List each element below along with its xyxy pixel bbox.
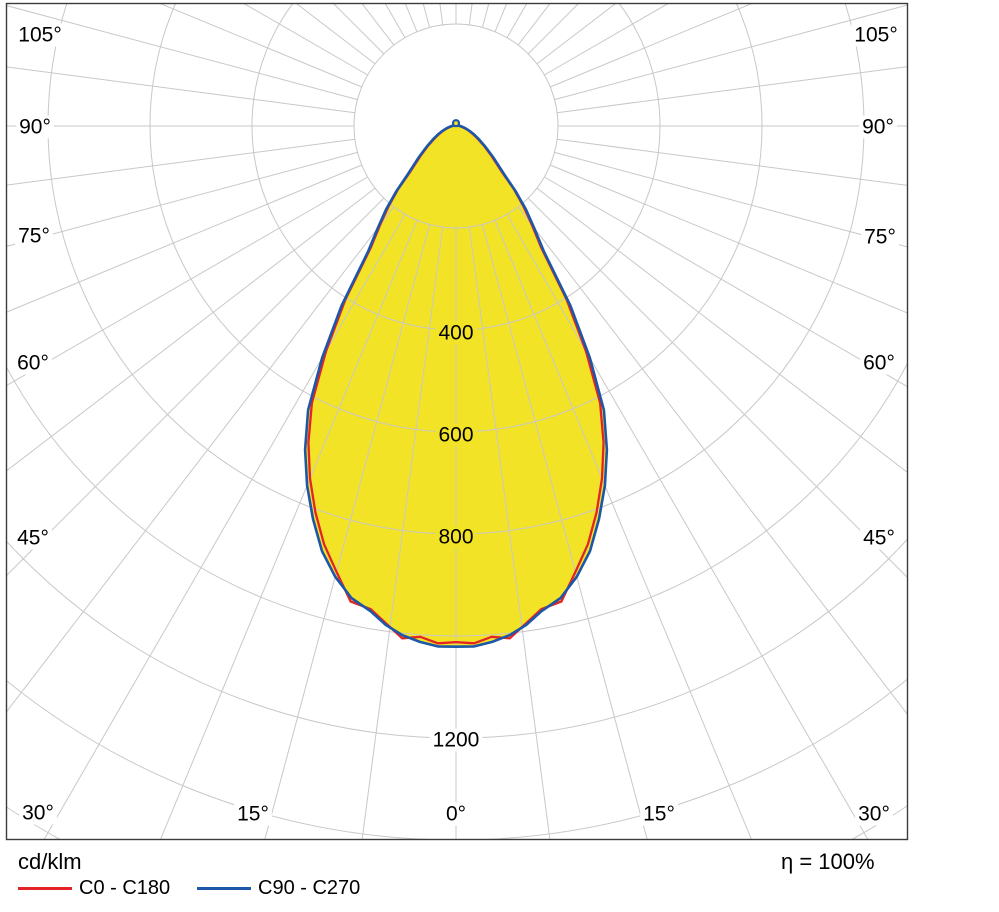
ring-tick-label: 400 <box>438 322 473 345</box>
grid-radial <box>6 151 358 247</box>
grid-radial <box>159 220 418 840</box>
grid-radial <box>517 206 908 716</box>
grid-radial <box>506 3 528 38</box>
angle-tick-label-bg <box>15 23 65 47</box>
grid-radial <box>554 151 908 248</box>
grid-radial <box>468 227 551 840</box>
angle-tick-label-bg <box>14 351 52 375</box>
angle-tick-label: 15° <box>643 803 675 826</box>
angle-tick-label-bg <box>851 23 901 47</box>
angle-tick-label-bg <box>14 526 52 550</box>
grid-radial <box>6 138 355 186</box>
grid-radial <box>6 187 376 472</box>
grid-radial <box>550 3 754 88</box>
legend-swatch-c0-line <box>18 886 72 890</box>
efficiency-label: η = 100% <box>781 849 875 874</box>
ring-tick-label: 800 <box>438 526 473 549</box>
grid-radial <box>557 138 908 186</box>
ring-tick-label: 600 <box>438 424 473 447</box>
angle-tick-label: 45° <box>17 527 49 550</box>
angle-tick-label: 30° <box>858 803 890 826</box>
angle-tick-label: 45° <box>863 527 895 550</box>
grid-radial <box>557 66 908 114</box>
angle-tick-label: 75° <box>864 226 896 249</box>
angle-tick-label: 90° <box>862 116 894 139</box>
angle-tick-label-bg <box>442 802 470 826</box>
ring-tick-label-bg <box>435 321 477 345</box>
grid-radial <box>264 224 431 840</box>
chart-frame <box>5 2 909 841</box>
angle-tick-label: 105° <box>18 24 61 47</box>
angle-tick-label-bg <box>860 526 898 550</box>
angle-tick-label-bg <box>640 802 678 826</box>
angle-tick-label-bg <box>855 802 893 826</box>
angle-tick-label-bg <box>16 115 54 139</box>
grid-radial <box>6 176 368 387</box>
legend-item-c0: C0 - C180 <box>18 877 170 899</box>
grid-radial <box>6 66 355 114</box>
angle-tick-label: 15° <box>237 803 269 826</box>
curve-tip-dot <box>451 119 461 128</box>
unit-label: cd/klm <box>18 849 82 874</box>
grid-radial <box>536 187 908 474</box>
angle-tick-label: 105° <box>854 24 897 47</box>
angle-tick-label: 75° <box>18 225 50 248</box>
curve-c90-c270 <box>303 124 609 648</box>
angle-tick-label: 0° <box>446 803 466 826</box>
grid-radial <box>544 3 670 76</box>
grid-radial <box>361 227 444 840</box>
grid-radial <box>536 3 617 65</box>
grid-radial <box>158 3 362 88</box>
legend-label-c0: C0 - C180 <box>79 877 171 899</box>
angle-tick-label: 30° <box>22 802 54 825</box>
ring-tick-label: 1200 <box>433 729 480 752</box>
angle-tick-label-bg <box>19 801 57 825</box>
angle-tick-label-bg <box>860 351 898 375</box>
grid-radial <box>6 5 358 101</box>
angle-tick-label-bg <box>15 224 53 248</box>
grid-radial <box>527 197 908 579</box>
grid-radial <box>6 206 395 713</box>
legend-swatch-c90-line <box>197 886 251 890</box>
grid-radial <box>550 164 908 314</box>
grid-radial <box>6 164 362 313</box>
angle-tick-label: 60° <box>863 352 895 375</box>
legend-item-c90: C90 - C270 <box>197 877 360 899</box>
grid-radial <box>481 224 648 840</box>
ring-tick-label-bg <box>435 525 477 549</box>
grid-radial <box>544 176 908 388</box>
grid-radial <box>554 4 908 101</box>
angle-tick-label-bg <box>234 802 272 826</box>
grid-radial <box>6 197 385 577</box>
grid-radial <box>527 3 580 55</box>
angle-tick-label-bg <box>861 225 899 249</box>
grid-radial <box>43 214 406 840</box>
angle-tick-label: 60° <box>17 352 49 375</box>
angle-tick-label: 90° <box>19 116 51 139</box>
ring-tick-label-bg <box>435 423 477 447</box>
ring-tick-label-bg <box>429 728 483 752</box>
legend: C0 - C180 C90 - C270 <box>0 877 999 901</box>
angle-tick-label-bg <box>859 115 897 139</box>
legend-label-c90: C90 - C270 <box>258 877 361 899</box>
grid-radial <box>494 220 753 840</box>
grid-radial <box>506 214 869 840</box>
